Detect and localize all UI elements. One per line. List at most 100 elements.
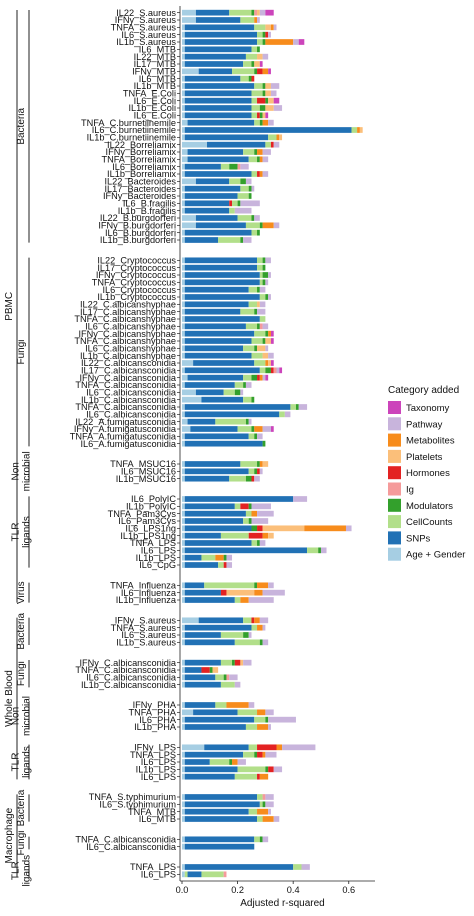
bar-segment-snps bbox=[184, 53, 246, 60]
bar-segment-pathway bbox=[345, 525, 352, 532]
bar-segment-ig bbox=[259, 323, 263, 330]
bar-segment-snps bbox=[195, 178, 230, 185]
y-tick-label: TNFA_PHA bbox=[129, 708, 177, 718]
bar-segment-age_gender bbox=[182, 716, 185, 723]
bar-segment-pathway bbox=[265, 801, 274, 808]
y-tick-label: IL1b_LPS1ng bbox=[120, 531, 176, 541]
bar-segment-age_gender bbox=[182, 525, 185, 532]
bar-segment-cellcounts bbox=[259, 272, 263, 278]
y-tick-label: TNFA_Cryptococcus bbox=[92, 278, 177, 288]
bar-segment-snps bbox=[184, 330, 255, 337]
legend-swatch-ig bbox=[388, 482, 401, 496]
bar-segment-pathway bbox=[259, 286, 266, 293]
legend-label-pathway: Pathway bbox=[406, 419, 443, 430]
bar-segment-cellcounts bbox=[248, 744, 258, 751]
bar-segment-snps bbox=[184, 547, 308, 554]
bar-segment-pathway bbox=[298, 404, 308, 410]
bar-segment-modulators bbox=[265, 294, 269, 300]
bar-segment-snps bbox=[195, 222, 246, 229]
bar-segment-modulators bbox=[259, 222, 263, 229]
bar-segment-pathway bbox=[257, 510, 274, 517]
y-tick-label: IL6_C.burnetiinemile bbox=[92, 125, 176, 135]
bar-segment-cellcounts bbox=[243, 518, 249, 524]
bar-segment-pathway bbox=[259, 9, 266, 16]
bar-segment-platelets bbox=[262, 525, 305, 532]
bar-segment-hormones bbox=[257, 525, 263, 532]
bar-segment-taxonomy bbox=[298, 39, 305, 45]
bar-segment-pathway bbox=[251, 518, 269, 524]
bar-segment-hormones bbox=[251, 475, 255, 482]
bar-segment-age_gender bbox=[182, 475, 185, 482]
y-tick-label: TNFA_S.aureus bbox=[111, 623, 177, 633]
y-tick-label: IL1b_LPS bbox=[136, 765, 176, 775]
bar-segment-metabolites bbox=[259, 374, 263, 381]
bar-segment-snps bbox=[184, 31, 258, 38]
bar-segment-cellcounts bbox=[254, 83, 263, 89]
y-tick-label: IL6_PolyIC bbox=[131, 494, 176, 504]
x-tick-label: 0.4 bbox=[287, 885, 300, 895]
bar-segment-pathway bbox=[245, 382, 252, 388]
bar-segment-pathway bbox=[257, 17, 260, 23]
y-tick-label: IL6_LPS bbox=[141, 870, 176, 880]
bar-segment-age_gender bbox=[182, 171, 185, 177]
bar-segment-cellcounts bbox=[257, 794, 263, 800]
bar-segment-cellcounts bbox=[254, 119, 260, 126]
bar-segment-snps bbox=[184, 759, 210, 765]
bar-segment-metabolites bbox=[257, 149, 263, 155]
bar-segment-pathway bbox=[243, 237, 252, 243]
bar-segment-pathway bbox=[251, 503, 271, 510]
y-tick-label: IL17_Bacteroides bbox=[104, 184, 176, 194]
bar-segment-snps bbox=[187, 871, 202, 878]
bar-segment-snps bbox=[184, 272, 260, 278]
y-tick-label: TNFA_LPS bbox=[130, 750, 176, 760]
bar-segment-pathway bbox=[243, 659, 252, 666]
bar-segment-pathway bbox=[262, 836, 269, 843]
bar-segment-age_gender bbox=[182, 624, 185, 631]
bar-segment-snps bbox=[187, 149, 244, 155]
bar-segment-modulators bbox=[262, 90, 266, 97]
bar-segment-cellcounts bbox=[254, 360, 266, 366]
legend-swatch-taxonomy bbox=[388, 401, 401, 414]
bar-segment-hormones bbox=[257, 468, 260, 475]
bar-segment-modulators bbox=[254, 149, 258, 155]
bar-segment-snps bbox=[184, 301, 249, 308]
y-tick-label: IFNy_PHA bbox=[133, 700, 177, 710]
bar-segment-snps bbox=[184, 496, 294, 502]
bar-segment-cellcounts bbox=[201, 871, 224, 878]
bar-segment-cellcounts bbox=[248, 156, 258, 163]
y-tick-label: IL6_C.albicansconidia bbox=[86, 388, 177, 398]
bar-segment-snps bbox=[195, 17, 241, 23]
legend-swatch-platelets bbox=[388, 449, 401, 463]
y-tick-label: IL22_C.albicanshyphae bbox=[80, 300, 176, 310]
bar-segment-snps bbox=[184, 163, 221, 170]
bar-segment-age_gender bbox=[182, 751, 185, 758]
bar-segment-cellcounts bbox=[220, 532, 249, 539]
bar-segment-snps bbox=[184, 773, 235, 780]
bar-segment-hormones bbox=[257, 751, 263, 758]
bar-segment-taxonomy bbox=[265, 112, 269, 119]
y-tick-label: IL6_PHA bbox=[139, 715, 177, 725]
bar-segment-platelets bbox=[240, 659, 244, 666]
bar-segment-snps bbox=[184, 503, 235, 510]
bar-segment-snps bbox=[184, 440, 263, 447]
bar-segment-snps bbox=[184, 404, 291, 410]
bar-segment-snps bbox=[184, 843, 255, 850]
bar-segment-snps bbox=[184, 540, 252, 546]
bar-segment-pathway bbox=[276, 367, 280, 374]
bar-segment-age_gender bbox=[182, 286, 185, 293]
y-tick-label: IFNy_MTB bbox=[132, 67, 176, 77]
y-tick-label: IFNy_Cryptococcus bbox=[96, 270, 177, 280]
bar-segment-cellcounts bbox=[243, 751, 255, 758]
bar-segment-modulators bbox=[259, 639, 263, 646]
y-tick-label: IL1b_C.burnetiinemile bbox=[87, 133, 176, 143]
bar-segment-age_gender bbox=[182, 461, 185, 467]
bar-segment-cellcounts bbox=[215, 702, 227, 708]
bar-segment-age_gender bbox=[182, 352, 185, 359]
bar-segment-modulators bbox=[259, 112, 263, 119]
bar-segment-metabolites bbox=[276, 134, 280, 141]
bar-segment-pathway bbox=[262, 323, 269, 330]
bar-segment-modulators bbox=[240, 237, 244, 243]
bar-segment-cellcounts bbox=[243, 617, 252, 624]
bar-segment-pathway bbox=[245, 178, 252, 185]
bar-segment-taxonomy bbox=[265, 9, 274, 16]
